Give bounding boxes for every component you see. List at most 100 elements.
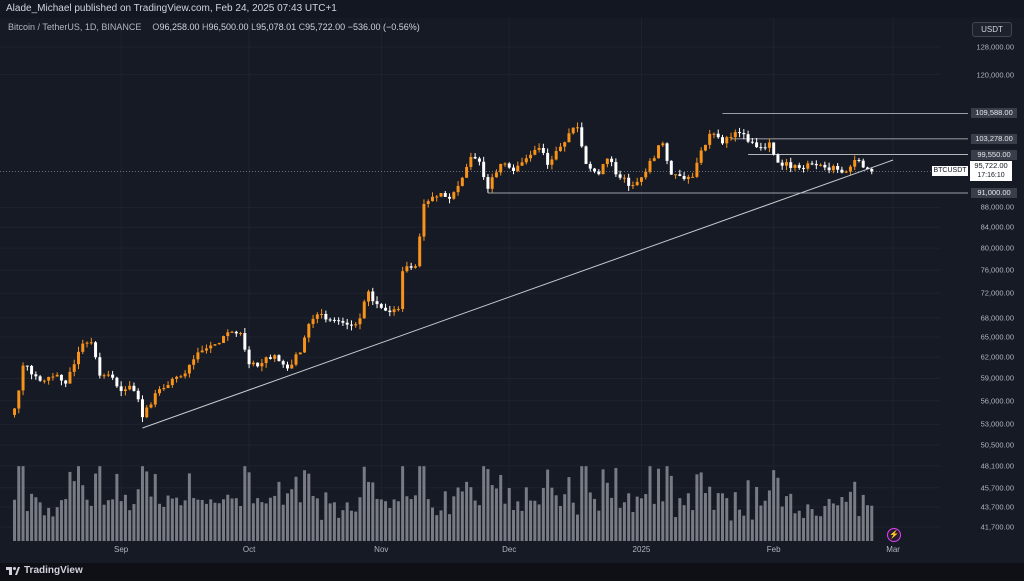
- volume-bar: [21, 466, 25, 541]
- volume-bar: [332, 502, 336, 541]
- candle-body: [831, 166, 835, 171]
- level-price-tag: 109,588.00: [971, 108, 1017, 119]
- volume-bar: [328, 503, 332, 541]
- candle-body: [712, 133, 716, 135]
- price-tick-label: 80,000.00: [980, 243, 1014, 253]
- volume-bar: [72, 481, 76, 541]
- volume-bar: [494, 488, 498, 541]
- volume-bar: [550, 487, 554, 541]
- volume-bar: [47, 507, 51, 541]
- candle-body: [341, 321, 345, 323]
- trendline[interactable]: [142, 159, 894, 429]
- candle-body: [767, 142, 771, 148]
- volume-bar: [669, 475, 673, 541]
- candle-body: [742, 132, 746, 135]
- candle-body: [119, 386, 123, 391]
- volume-bar: [396, 501, 400, 541]
- candle-body: [784, 162, 788, 166]
- volume-bar: [772, 470, 776, 541]
- volume-bar: [222, 499, 225, 541]
- volume-bar: [473, 500, 477, 541]
- candle-body: [375, 301, 379, 305]
- candle-body: [708, 133, 712, 145]
- volume-bar: [85, 499, 89, 541]
- volume-bar: [51, 516, 55, 541]
- candle-body: [524, 158, 528, 163]
- volume-bar: [320, 519, 324, 541]
- candle-body: [682, 175, 686, 180]
- volume-bar: [392, 499, 396, 541]
- price-scale[interactable]: 41,700.00 43,700.00 45,700.00 48,100.00 50,5…: [940, 18, 1024, 563]
- price-tick-label: 59,000.00: [980, 373, 1014, 383]
- volume-bar: [456, 487, 460, 541]
- candle-body: [166, 385, 170, 389]
- candle-body: [618, 174, 622, 178]
- candle-body: [72, 364, 76, 372]
- volume-bar: [546, 469, 550, 541]
- price-tick-label: 50,500.00: [980, 440, 1014, 450]
- candle-body: [281, 361, 285, 365]
- time-tick-label: Dec: [502, 545, 517, 554]
- candle-body: [328, 319, 332, 321]
- candle-body: [452, 192, 456, 199]
- volume-bar: [490, 485, 494, 541]
- candle-body: [635, 181, 639, 186]
- currency-button[interactable]: USDT: [972, 22, 1012, 37]
- candle-body: [384, 307, 388, 311]
- candle-body: [695, 162, 699, 177]
- candle-body: [401, 271, 405, 309]
- candle-body: [413, 266, 417, 268]
- volume-bar: [836, 505, 840, 541]
- candle-body: [418, 236, 422, 267]
- candle-body: [371, 291, 375, 302]
- candle-body: [861, 160, 865, 168]
- volume-bar: [870, 505, 874, 541]
- time-tick-label: Sep: [114, 545, 129, 554]
- candle-body: [733, 132, 737, 138]
- time-tick-label: Mar: [886, 545, 900, 554]
- volume-bar: [153, 474, 157, 541]
- volume-bar: [853, 481, 857, 541]
- chart-pane[interactable]: [0, 18, 1024, 563]
- candlestick-chart[interactable]: [0, 18, 1024, 563]
- candle-body: [68, 371, 72, 384]
- volume-bar: [243, 466, 247, 541]
- tradingview-logo[interactable]: TradingView: [6, 565, 83, 576]
- candle-body: [234, 331, 238, 334]
- candle-body: [614, 162, 618, 175]
- candle-body: [494, 172, 498, 178]
- candle-body: [409, 266, 413, 268]
- volume-bar: [448, 514, 452, 541]
- candle-body: [558, 146, 562, 152]
- candle-body: [610, 158, 614, 163]
- volume-bar: [631, 512, 635, 541]
- price-tick-label: 128,000.00: [976, 42, 1014, 52]
- candle-body: [674, 174, 678, 176]
- volume-bar: [593, 498, 597, 541]
- price-tick-label: 41,700.00: [980, 522, 1014, 532]
- volume-bar: [102, 504, 106, 541]
- volume-bar: [802, 517, 806, 541]
- horizontal-levels[interactable]: [0, 113, 968, 194]
- price-tick-label: 76,000.00: [980, 265, 1014, 275]
- volume-bar: [17, 466, 21, 541]
- price-tick-label: 84,000.00: [980, 222, 1014, 232]
- candle-body: [806, 163, 810, 169]
- volume-bar: [315, 498, 319, 541]
- lightning-alert-icon[interactable]: ⚡: [887, 528, 901, 542]
- candle-body: [460, 177, 464, 186]
- price-tick-label: 68,000.00: [980, 313, 1014, 323]
- candle-body: [140, 399, 144, 418]
- candle-body: [840, 169, 844, 173]
- candle-body: [179, 376, 183, 378]
- candle-body: [298, 352, 302, 355]
- volume-bar: [486, 469, 490, 541]
- candle-body: [260, 363, 264, 367]
- candle-body: [396, 308, 400, 310]
- low-label: L: [251, 22, 257, 32]
- candle-body: [247, 349, 251, 365]
- volume-bar: [738, 509, 742, 541]
- volume-bar: [614, 468, 618, 541]
- volume-bar: [81, 485, 85, 541]
- candle-body: [567, 133, 571, 143]
